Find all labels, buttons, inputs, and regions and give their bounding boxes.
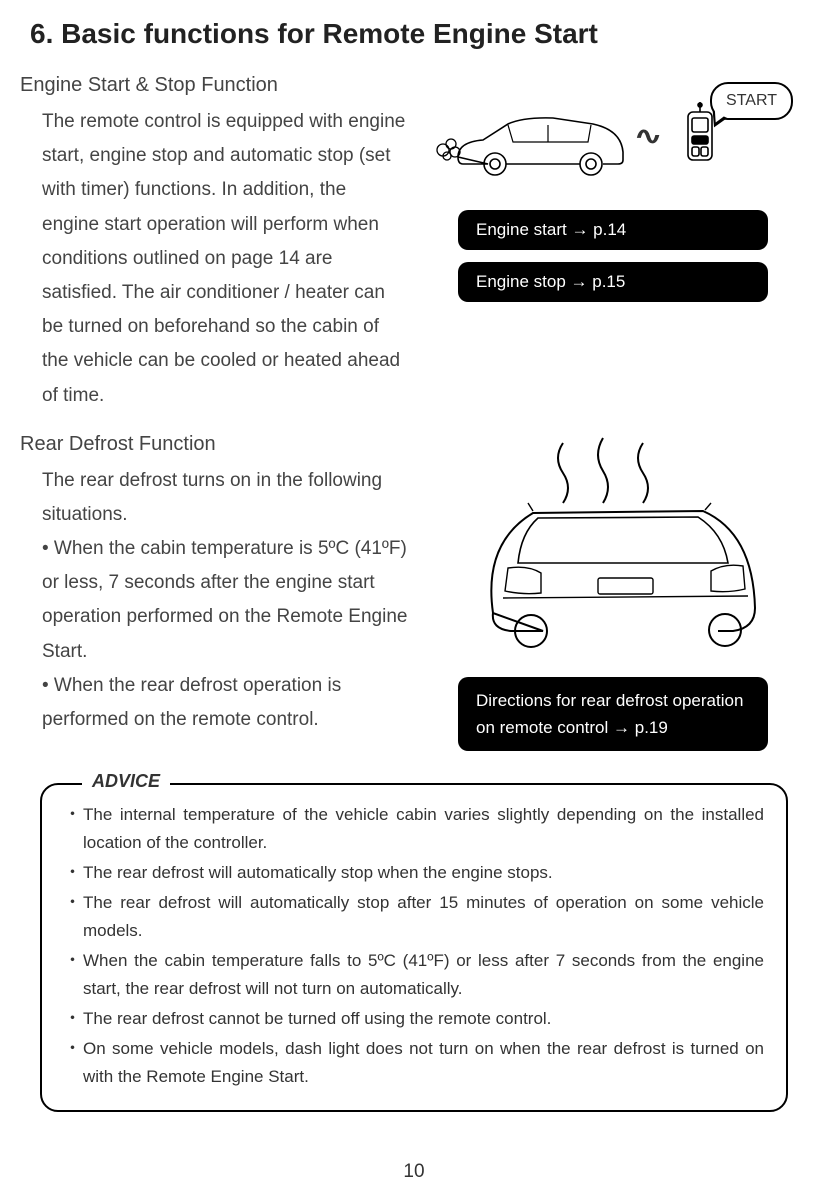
section1-body: The remote control is equipped with engi… [30, 105, 408, 413]
advice-item: When the cabin temperature falls to 5ºC … [64, 947, 764, 1003]
advice-item: The rear defrost will automatically stop… [64, 889, 764, 945]
section-rear-defrost: Rear Defrost Function The rear defrost t… [30, 433, 798, 763]
car-side-icon [453, 112, 628, 180]
section1-heading: Engine Start & Stop Function [20, 74, 408, 97]
page-number: 10 [403, 1161, 424, 1183]
page-title: 6. Basic functions for Remote Engine Sta… [30, 18, 798, 50]
section2-text-column: Rear Defrost Function The rear defrost t… [30, 433, 428, 763]
car-remote-illustration: ∿ START [433, 82, 793, 192]
section2-visual-column: Directions for rear defrost operation on… [428, 433, 798, 763]
section2-heading: Rear Defrost Function [20, 433, 408, 456]
ref-rear-defrost: Directions for rear defrost operation on… [458, 677, 768, 751]
section1-visual-column: ∿ START Engine start → p.14 Engine stop … [428, 74, 798, 413]
advice-item: The internal temperature of the vehicle … [64, 801, 764, 857]
car-rear-svg [433, 433, 793, 663]
advice-list: The internal temperature of the vehicle … [64, 801, 764, 1091]
advice-item-text: When the cabin temperature falls to 5ºC … [83, 947, 764, 1003]
ref-engine-start: Engine start → p.14 [458, 210, 768, 250]
section1-text-column: Engine Start & Stop Function The remote … [30, 74, 428, 413]
advice-item-text: The rear defrost cannot be turned off us… [83, 1005, 764, 1033]
advice-item-text: The internal temperature of the vehicle … [83, 801, 764, 857]
advice-item-text: On some vehicle models, dash light does … [83, 1035, 764, 1091]
advice-item-text: The rear defrost will automatically stop… [83, 889, 764, 945]
section2-body: The rear defrost turns on in the followi… [30, 464, 408, 738]
advice-item: The rear defrost will automatically stop… [64, 859, 764, 887]
advice-box: ADVICE The internal temperature of the v… [40, 783, 788, 1111]
car-rear-illustration [433, 433, 793, 663]
signal-icon: ∿ [634, 122, 662, 151]
advice-item: The rear defrost cannot be turned off us… [64, 1005, 764, 1033]
advice-label: ADVICE [82, 771, 170, 792]
advice-item: On some vehicle models, dash light does … [64, 1035, 764, 1091]
advice-item-text: The rear defrost will automatically stop… [83, 859, 764, 887]
ref-engine-stop: Engine stop → p.15 [458, 262, 768, 302]
section-engine-start-stop: Engine Start & Stop Function The remote … [30, 74, 798, 413]
